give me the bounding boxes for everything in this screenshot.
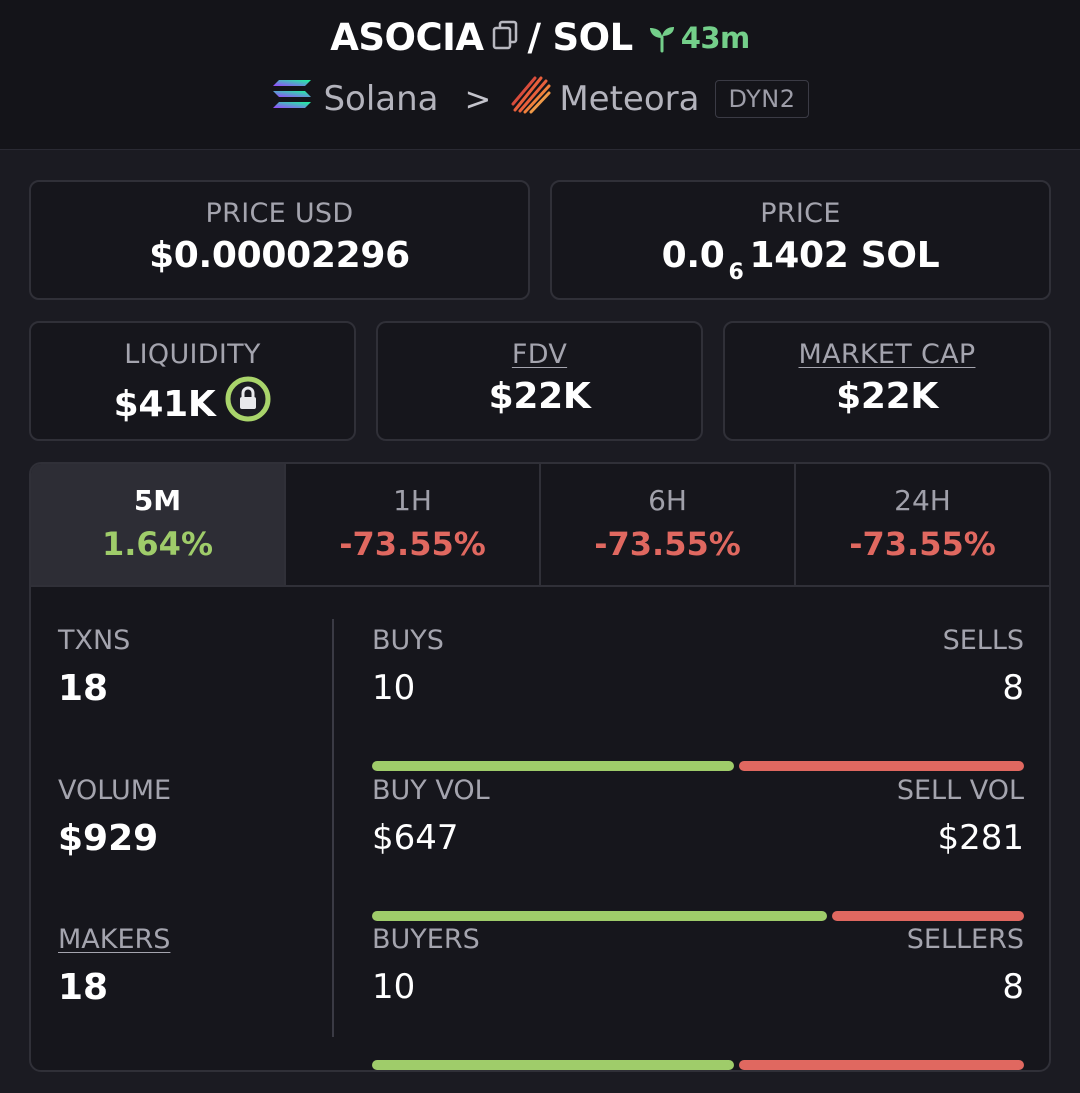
sellers-bar bbox=[739, 1060, 1024, 1070]
tab-6h[interactable]: 6H -73.55% bbox=[541, 464, 796, 585]
buys-sells-stat: BUYS 10 SELLS 8 bbox=[372, 625, 1024, 775]
stats-divider bbox=[332, 619, 334, 1037]
volume-label: VOLUME bbox=[58, 775, 172, 806]
volume-stat: VOLUME $929 bbox=[58, 775, 171, 859]
tab-24h[interactable]: 24H -73.55% bbox=[796, 464, 1049, 585]
pair-separator: / bbox=[527, 16, 542, 59]
chain-breadcrumb: Solana > Meteora DYN2 bbox=[0, 74, 1080, 123]
tab-change: -73.55% bbox=[849, 525, 996, 563]
market-cap-label[interactable]: MARKET CAP bbox=[798, 339, 976, 370]
buyers-value: 10 bbox=[372, 967, 416, 1007]
buyers-bar bbox=[372, 1060, 734, 1070]
price-native-label: PRICE bbox=[760, 198, 841, 229]
pair-age: 43m bbox=[647, 21, 750, 55]
buys-value: 10 bbox=[372, 668, 416, 708]
tab-change: -73.55% bbox=[339, 525, 486, 563]
dex-name[interactable]: Meteora bbox=[559, 78, 700, 119]
pair-age-value: 43m bbox=[680, 20, 751, 55]
token-symbol[interactable]: ASOCIA bbox=[330, 16, 484, 59]
pair-header: ASOCIA / SOL 43m bbox=[0, 0, 1080, 150]
makers-stat: MAKERS 18 bbox=[58, 924, 170, 1008]
fdv-card: FDV $22K bbox=[376, 321, 703, 441]
makers-value: 18 bbox=[58, 967, 109, 1008]
liquidity-label: LIQUIDITY bbox=[124, 339, 261, 370]
price-native-card: PRICE 0.0 6 1402 SOL bbox=[550, 180, 1051, 300]
tab-label: 24H bbox=[894, 484, 951, 517]
buy-vol-bar bbox=[372, 911, 827, 921]
liquidity-value: $41K bbox=[113, 384, 216, 425]
lock-icon[interactable] bbox=[225, 376, 271, 431]
market-cap-value: $22K bbox=[836, 376, 938, 417]
pair-title: ASOCIA / SOL 43m bbox=[0, 16, 1080, 59]
buy-vol-label: BUY VOL bbox=[372, 775, 490, 806]
price-usd-label: PRICE USD bbox=[205, 198, 354, 229]
sellers-value: 8 bbox=[1002, 967, 1024, 1007]
sells-bar bbox=[739, 761, 1024, 771]
price-native-suffix: 1402 SOL bbox=[749, 235, 940, 276]
liquidity-card: LIQUIDITY $41K bbox=[29, 321, 356, 441]
buyers-sellers-stat: BUYERS 10 SELLERS 8 bbox=[372, 924, 1024, 1074]
buys-bar bbox=[372, 761, 734, 771]
stats-panel: TXNS 18 VOLUME $929 MAKERS 18 BUYS 10 SE… bbox=[29, 585, 1051, 1072]
sprout-icon bbox=[649, 26, 674, 52]
price-usd-card: PRICE USD $0.00002296 bbox=[29, 180, 530, 300]
tab-5m[interactable]: 5M 1.64% bbox=[31, 464, 286, 585]
txns-stat: TXNS 18 bbox=[58, 625, 130, 709]
makers-label[interactable]: MAKERS bbox=[58, 924, 171, 955]
sells-label: SELLS bbox=[942, 625, 1024, 656]
solana-logo bbox=[271, 77, 313, 120]
quote-symbol: SOL bbox=[552, 16, 634, 59]
tab-change: -73.55% bbox=[594, 525, 741, 563]
copy-icon[interactable] bbox=[492, 16, 518, 59]
txns-label: TXNS bbox=[58, 625, 131, 656]
sellers-label: SELLERS bbox=[906, 924, 1024, 955]
price-native-prefix: 0.0 bbox=[661, 235, 725, 276]
chain-name[interactable]: Solana bbox=[323, 78, 439, 119]
tab-1h[interactable]: 1H -73.55% bbox=[286, 464, 541, 585]
buyers-label: BUYERS bbox=[372, 924, 480, 955]
buy-sell-volume-stat: BUY VOL $647 SELL VOL $281 bbox=[372, 775, 1024, 925]
buys-label: BUYS bbox=[372, 625, 444, 656]
volume-value: $929 bbox=[58, 818, 159, 859]
fdv-value: $22K bbox=[488, 376, 591, 417]
sell-vol-bar bbox=[832, 911, 1024, 921]
chevron-right-icon: > bbox=[464, 79, 492, 118]
pool-type-badge: DYN2 bbox=[715, 79, 809, 118]
tab-label: 5M bbox=[133, 484, 182, 517]
liquidity-value-row: $41K bbox=[31, 376, 354, 431]
tab-change: 1.64% bbox=[101, 525, 213, 563]
meteora-logo bbox=[511, 74, 551, 123]
txns-value: 18 bbox=[58, 668, 109, 709]
sells-value: 8 bbox=[1002, 668, 1024, 708]
tab-label: 1H bbox=[393, 484, 432, 517]
price-usd-value: $0.00002296 bbox=[149, 235, 410, 276]
market-cap-card: MARKET CAP $22K bbox=[723, 321, 1051, 441]
price-native-zero-count: 6 bbox=[728, 260, 744, 285]
fdv-label[interactable]: FDV bbox=[511, 339, 568, 370]
price-native-value: 0.0 6 1402 SOL bbox=[552, 235, 1049, 285]
sell-vol-label: SELL VOL bbox=[896, 775, 1024, 806]
tab-label: 6H bbox=[648, 484, 687, 517]
buy-vol-value: $647 bbox=[372, 818, 459, 858]
sell-vol-value: $281 bbox=[937, 818, 1024, 858]
timeframe-tabs: 5M 1.64% 1H -73.55% 6H -73.55% 24H -73.5… bbox=[29, 462, 1051, 585]
